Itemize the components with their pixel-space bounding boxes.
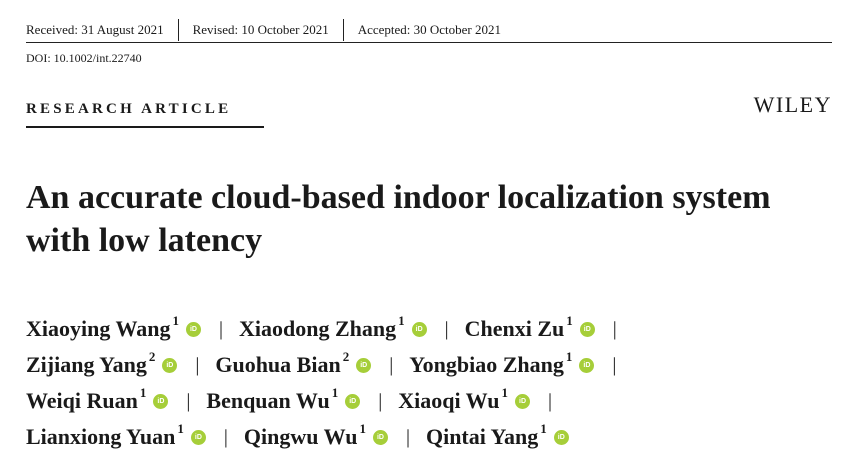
accepted-date: Accepted: 30 October 2021	[357, 22, 502, 37]
orcid-icon[interactable]: iD	[153, 393, 169, 409]
affiliation-marker: 1	[501, 385, 509, 400]
author: Benquan Wu 1 iD	[206, 385, 361, 414]
date-divider	[342, 19, 344, 41]
author-separator: |	[405, 425, 410, 448]
author: Zijiang Yang 2 iD	[26, 349, 178, 378]
author-name[interactable]: Guohua Bian	[215, 352, 341, 377]
author-name[interactable]: Weiqi Ruan	[26, 388, 138, 413]
affiliation-marker: 1	[359, 421, 366, 436]
affiliation-marker: 2	[148, 349, 156, 364]
orcid-icon[interactable]: iD	[162, 357, 178, 373]
author: Xiaodong Zhang 1 iD	[239, 313, 427, 342]
orcid-icon[interactable]: iD	[579, 321, 595, 337]
article-type-underline	[26, 126, 264, 128]
affiliation-marker: 2	[342, 349, 350, 364]
author-line: Weiqi Ruan 1 iD | Benquan Wu 1 iD | Xiaoqi…	[26, 383, 846, 419]
author: Chenxi Zu 1 iD	[464, 313, 595, 342]
affiliation-marker: 1	[540, 421, 547, 436]
author-name[interactable]: Zijiang Yang	[26, 352, 147, 377]
author: Qintai Yang 1 iD	[425, 421, 569, 450]
affiliation-marker: 1	[139, 385, 147, 400]
date-divider	[177, 19, 179, 41]
author-list: Xiaoying Wang 1 iD | Xiaodong Zhang 1 iD |…	[26, 311, 846, 455]
author: Guohua Bian 2 iD	[215, 349, 372, 378]
doi[interactable]: DOI: 10.1002/int.22740	[26, 51, 142, 65]
revised-date: Revised: 10 October 2021	[192, 22, 329, 37]
orcid-icon[interactable]: iD	[372, 429, 388, 445]
publisher-logo: WILEY	[753, 92, 832, 117]
affiliation-marker: 1	[566, 313, 573, 328]
orcid-icon[interactable]: iD	[553, 429, 569, 445]
orcid-icon[interactable]: iD	[345, 393, 361, 409]
author-name[interactable]: Qintai Yang	[425, 424, 539, 449]
affiliation-marker: 1	[331, 385, 339, 400]
author-separator: |	[223, 425, 228, 448]
author-name[interactable]: Chenxi Zu	[464, 316, 565, 341]
author-name[interactable]: Xiaoqi Wu	[398, 388, 500, 413]
header-rule	[26, 42, 832, 43]
received-date: Received: 31 August 2021	[26, 22, 164, 37]
author-separator: |	[612, 353, 617, 376]
author-line: Zijiang Yang 2 iD | Guohua Bian 2 iD | Yon…	[26, 347, 846, 383]
affiliation-marker: 1	[172, 313, 179, 328]
author: Xiaoying Wang 1 iD	[26, 313, 201, 342]
author-separator: |	[444, 317, 449, 340]
author: Qingwu Wu 1 iD	[243, 421, 388, 450]
author: Yongbiao Zhang 1 iD	[409, 349, 595, 378]
article-title: An accurate cloud-based indoor localizat…	[26, 179, 771, 259]
author: Xiaoqi Wu 1 iD	[398, 385, 531, 414]
author-name[interactable]: Lianxiong Yuan	[26, 424, 176, 449]
author-name[interactable]: Yongbiao Zhang	[409, 352, 564, 377]
author-name[interactable]: Xiaoying Wang	[26, 316, 171, 341]
article-type: RESEARCH ARTICLE	[26, 101, 232, 117]
orcid-icon[interactable]: iD	[515, 393, 531, 409]
author-separator: |	[389, 353, 394, 376]
author-line: Xiaoying Wang 1 iD | Xiaodong Zhang 1 iD |…	[26, 311, 846, 347]
author-line: Lianxiong Yuan 1 iD | Qingwu Wu 1 iD | Qin…	[26, 419, 846, 455]
orcid-icon[interactable]: iD	[185, 321, 201, 337]
affiliation-marker: 1	[565, 349, 573, 364]
author-separator: |	[195, 353, 200, 376]
author-separator: |	[378, 389, 383, 412]
orcid-icon[interactable]: iD	[190, 429, 206, 445]
affiliation-marker: 1	[177, 421, 184, 436]
author-name[interactable]: Qingwu Wu	[243, 424, 358, 449]
author-name[interactable]: Benquan Wu	[206, 388, 330, 413]
author: Weiqi Ruan 1 iD	[26, 385, 169, 414]
author-separator: |	[548, 389, 553, 412]
article-dates: Received: 31 August 2021 Revised: 10 Oct…	[26, 19, 832, 41]
author-separator: |	[186, 389, 191, 412]
author-separator: |	[612, 317, 617, 340]
orcid-icon[interactable]: iD	[411, 321, 427, 337]
author-name[interactable]: Xiaodong Zhang	[239, 316, 397, 341]
author: Lianxiong Yuan 1 iD	[26, 421, 206, 450]
author-separator: |	[218, 317, 223, 340]
orcid-icon[interactable]: iD	[579, 357, 595, 373]
affiliation-marker: 1	[398, 313, 405, 328]
orcid-icon[interactable]: iD	[356, 357, 372, 373]
